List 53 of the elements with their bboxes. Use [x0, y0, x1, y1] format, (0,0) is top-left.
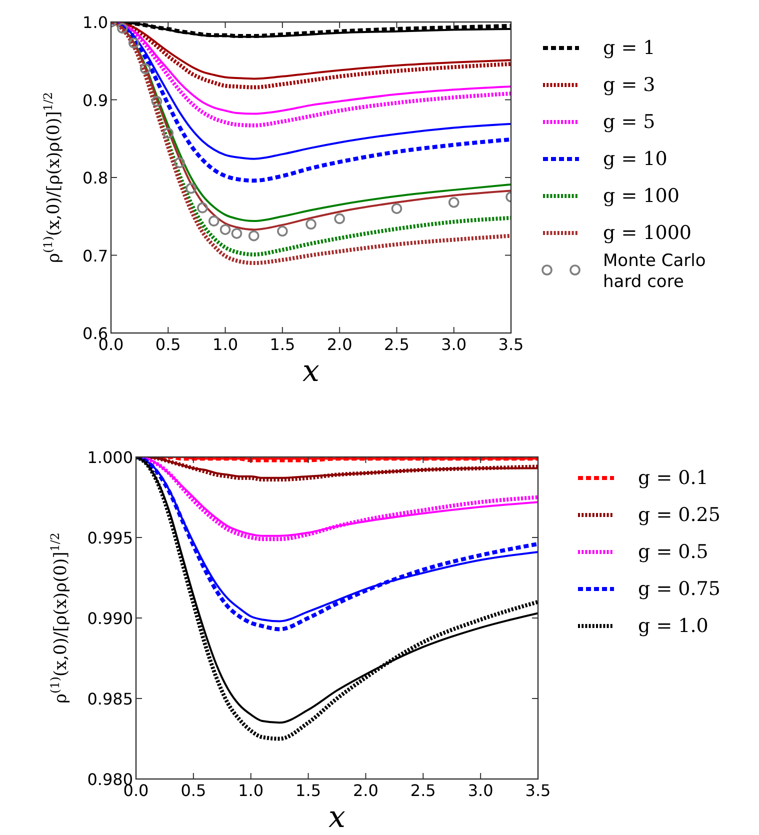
x-tick-label: 0.5 — [180, 781, 206, 800]
x-tick-label: 2.0 — [352, 781, 378, 800]
x-tick-label: 3.5 — [525, 781, 551, 800]
point — [162, 128, 174, 139]
x-tick-label: 2.0 — [326, 335, 352, 354]
x-tick-label: 1.0 — [212, 335, 238, 354]
point — [151, 96, 162, 107]
legend-label: g = 1.0 — [638, 615, 708, 637]
point — [208, 216, 220, 226]
y-tick-label: 1.0 — [82, 13, 108, 32]
point — [334, 213, 345, 224]
y-tick-label: 0.985 — [87, 690, 133, 708]
point — [306, 218, 316, 230]
point — [220, 224, 231, 235]
point — [448, 196, 460, 208]
point — [140, 63, 151, 74]
legend-label: g = 3 — [603, 74, 656, 96]
point — [277, 226, 288, 237]
x-axis-title: x — [328, 800, 346, 835]
y-tick-label: 0.990 — [87, 609, 133, 628]
point — [117, 22, 128, 34]
legend-label: g = 1000 — [603, 222, 692, 244]
point — [128, 38, 140, 48]
y-tick-label: 0.7 — [82, 246, 108, 266]
legend-label: g = 0.5 — [638, 541, 708, 563]
legend-label: g = 10 — [603, 148, 668, 170]
point — [391, 203, 402, 214]
point — [231, 228, 242, 239]
legend-label: g = 1 — [603, 37, 656, 59]
legend-label: g = 5 — [603, 111, 656, 133]
x-tick-label: 1.0 — [238, 781, 264, 800]
legend-label: Monte Carlo hard core — [603, 251, 706, 292]
x-tick-label: 3.0 — [441, 335, 467, 354]
point — [197, 202, 208, 214]
y-tick-label: 0.8 — [82, 168, 108, 188]
x-tick-label: 0.5 — [155, 335, 181, 354]
x-tick-label: 3.0 — [468, 781, 494, 800]
x-tick-label: 2.5 — [410, 781, 436, 800]
y-tick-label: 0.995 — [87, 528, 133, 548]
y-tick-label: 0.9 — [82, 90, 108, 110]
x-axis-title: x — [302, 354, 320, 389]
legend-label: g = 0.25 — [638, 504, 720, 526]
point — [248, 230, 260, 242]
legend-label: g = 100 — [603, 185, 680, 207]
x-tick-label: 1.5 — [270, 335, 296, 354]
legend-label: g = 0.75 — [638, 578, 720, 600]
x-tick-label: 2.5 — [384, 335, 410, 354]
y-tick-label: 1.000 — [87, 448, 133, 467]
x-tick-label: 3.5 — [498, 335, 524, 354]
legend-label: g = 0.1 — [638, 467, 708, 489]
point — [174, 157, 185, 168]
point — [186, 182, 196, 194]
x-tick-label: 1.5 — [296, 781, 322, 800]
